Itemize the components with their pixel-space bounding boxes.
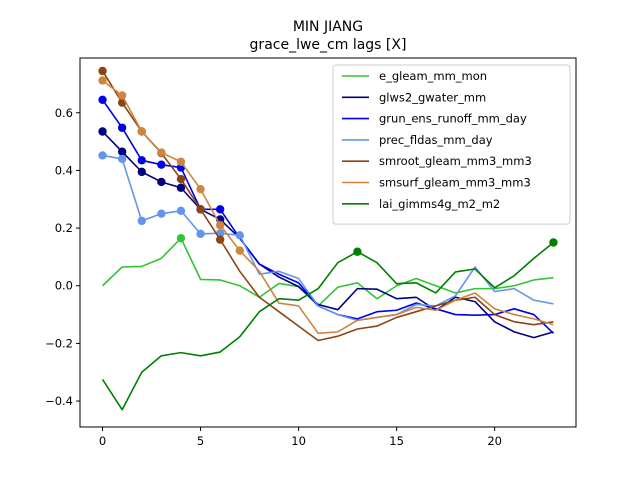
data-point-marker [137, 127, 146, 136]
data-point-marker [157, 160, 166, 169]
data-point-marker [117, 123, 127, 132]
data-point-marker [215, 221, 225, 230]
series-smsurf_gleam_mm3_mm3 [98, 76, 554, 335]
y-tick-label: 0.4 [55, 163, 73, 177]
legend-label: prec_fldas_mm_day [379, 133, 493, 147]
data-point-marker [176, 174, 186, 184]
y-tick-label: −0.2 [45, 336, 73, 350]
data-point-marker [117, 147, 127, 156]
legend-label: smroot_gleam_mm3_mm3 [379, 154, 532, 168]
y-axis: −0.4 −0.2 0.0 0.2 0.4 0.6 [45, 106, 80, 408]
y-tick-label: −0.4 [45, 394, 73, 408]
series-glws2_gwater_mm [98, 127, 554, 339]
data-point-marker [98, 127, 107, 136]
data-point-marker [196, 205, 205, 214]
y-tick-label: 0.2 [55, 221, 73, 235]
series-layer [98, 66, 558, 411]
data-point-marker [235, 231, 244, 240]
legend-box [332, 64, 571, 225]
data-point-marker [176, 206, 186, 215]
x-tick-label: 10 [291, 434, 306, 448]
chart-title: MIN JIANG [293, 19, 363, 35]
data-point-marker [235, 246, 244, 255]
plot-frame [79, 57, 577, 428]
data-point-marker [176, 233, 186, 243]
legend-label: smsurf_gleam_mm3_mm3 [379, 176, 531, 190]
data-point-marker [137, 167, 146, 177]
data-point-marker [98, 76, 107, 85]
data-point-marker [157, 209, 166, 218]
chart-subtitle: grace_lwe_cm lags [X] [250, 37, 407, 53]
data-point-marker [98, 151, 107, 160]
data-point-marker [196, 229, 205, 239]
series-e_gleam_mm_mon [101, 233, 554, 307]
x-tick-label: 5 [197, 434, 204, 448]
x-tick-label: 0 [99, 434, 106, 448]
y-tick-label: 0.0 [55, 279, 73, 293]
data-point-marker [549, 238, 558, 247]
data-point-marker [117, 91, 127, 100]
legend: e_gleam_mm_mon glws2_gwater_mm grun_ens_ru… [332, 64, 571, 225]
data-point-marker [157, 177, 166, 187]
x-axis: 0 5 10 15 20 [99, 427, 502, 448]
legend-label: lai_gimms4g_m2_m2 [379, 197, 500, 211]
data-point-marker [215, 205, 225, 214]
data-point-marker [176, 157, 186, 166]
data-point-marker [98, 66, 107, 76]
series-line [101, 237, 554, 307]
data-point-marker [196, 184, 205, 194]
data-point-marker [157, 148, 166, 157]
data-point-marker [176, 183, 186, 192]
series-lai_gimms4g_m2_m2 [101, 238, 558, 411]
series-line [101, 70, 554, 342]
data-point-marker [117, 154, 127, 164]
x-tick-label: 20 [487, 434, 502, 448]
legend-label: glws2_gwater_mm [379, 90, 486, 104]
x-tick-label: 15 [389, 434, 404, 448]
legend-label: grun_ens_runoff_mm_day [379, 112, 527, 126]
y-tick-label: 0.6 [55, 106, 73, 120]
legend-label: e_gleam_mm_mon [379, 69, 487, 83]
series-line [101, 241, 554, 411]
data-point-marker [215, 235, 225, 244]
data-point-marker [353, 247, 362, 256]
data-point-marker [137, 216, 146, 226]
data-point-marker [98, 95, 107, 105]
data-point-marker [137, 156, 146, 165]
